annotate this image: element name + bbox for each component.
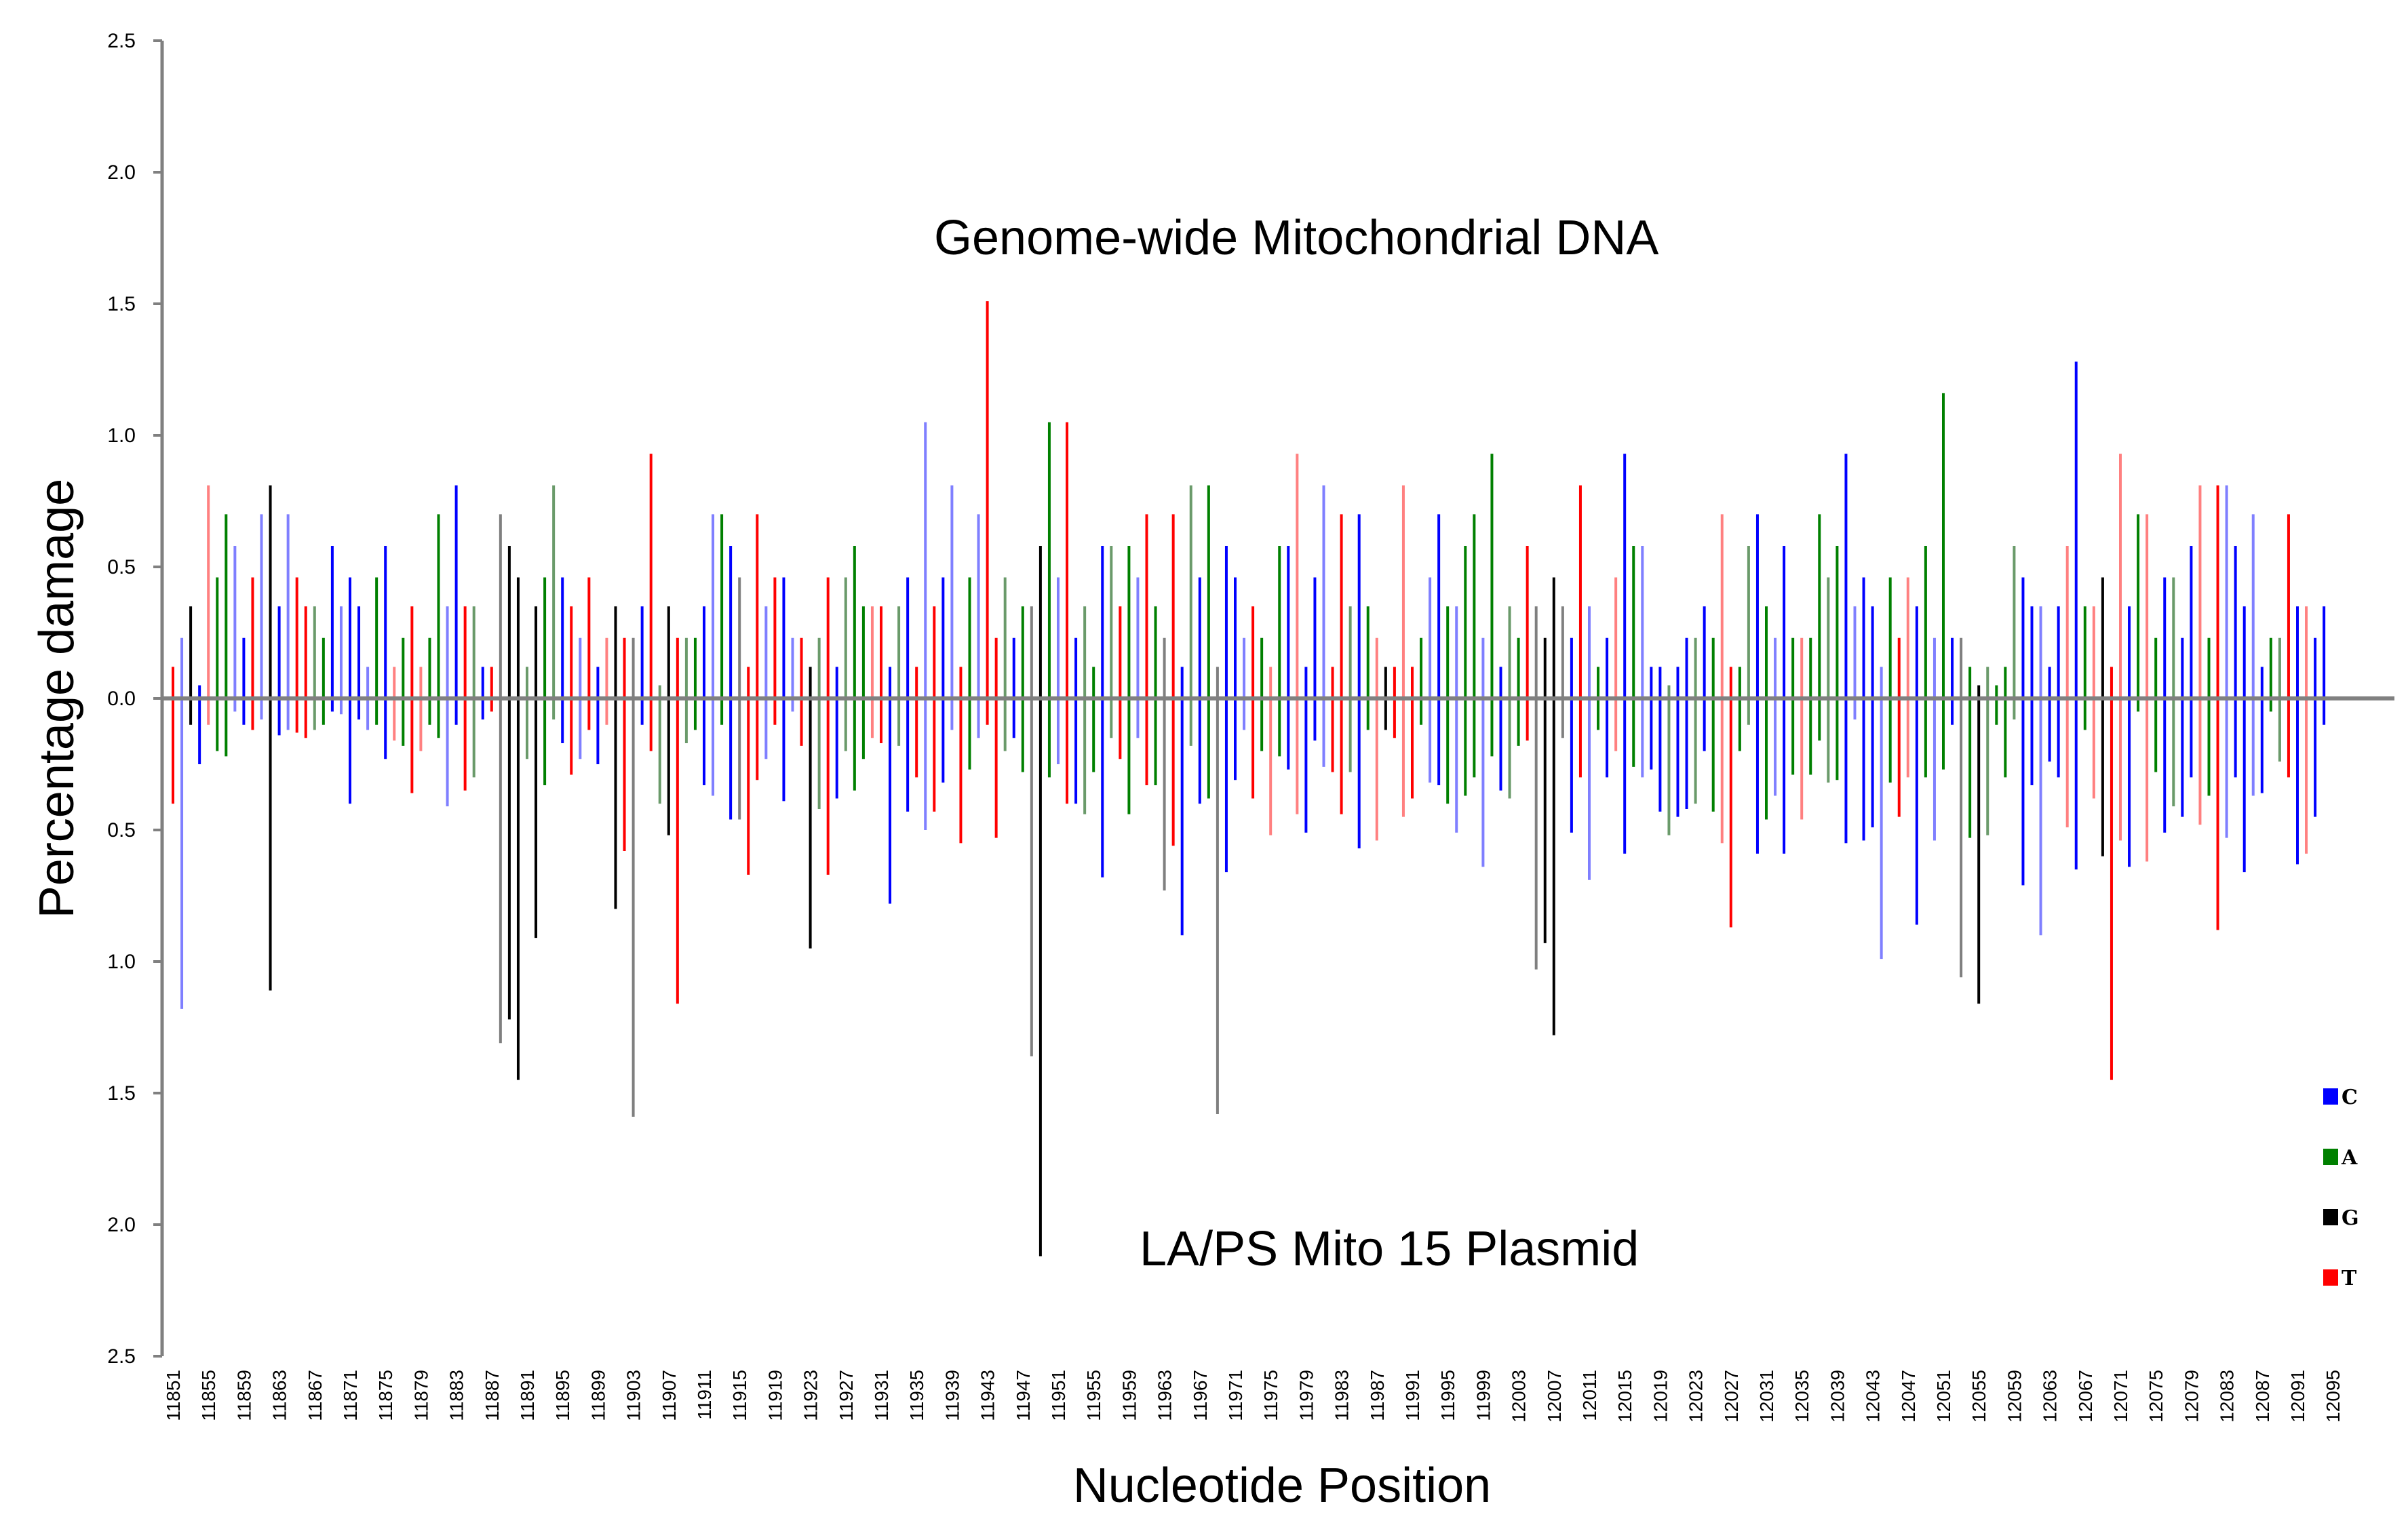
x-tick-label: 11995 [1437, 1370, 1458, 1421]
x-tick-label: 11987 [1367, 1370, 1388, 1421]
x-tick-label: 12075 [2145, 1370, 2167, 1423]
x-tick-label: 11887 [482, 1370, 503, 1421]
x-tick-label: 11859 [233, 1370, 254, 1421]
x-tick-label: 11867 [305, 1370, 326, 1421]
y-tick-label: 2.0 [107, 161, 136, 184]
x-tick-label: 12019 [1650, 1370, 1671, 1423]
x-tick-label: 11855 [198, 1370, 219, 1421]
x-tick-label: 11943 [977, 1370, 998, 1421]
x-tick-label: 11891 [517, 1370, 538, 1421]
legend-label-C: C [2342, 1086, 2358, 1109]
x-tick-label: 12055 [1968, 1370, 1989, 1423]
legend-swatch-T [2323, 1269, 2338, 1286]
x-axis-title: Nucleotide Position [1073, 1459, 1491, 1513]
y-tick-label: 1.5 [107, 1082, 136, 1105]
x-tick-label: 12059 [2004, 1370, 2025, 1423]
y-tick-label: 2.5 [107, 30, 136, 52]
x-tick-label: 11935 [906, 1370, 927, 1421]
x-tick-label: 11939 [941, 1370, 963, 1421]
x-tick-label: 11927 [836, 1370, 857, 1421]
y-tick-label: 0.5 [107, 819, 136, 842]
x-tick-label: 12095 [2323, 1370, 2344, 1423]
legend-swatch-G [2323, 1209, 2338, 1225]
y-tick-label: 0.5 [107, 556, 136, 578]
y-axis-title: Percentage damage [30, 479, 84, 918]
x-tick-label: 11903 [623, 1370, 644, 1421]
y-ticks-layer: 2.5 2.0 1.5 1.0 0.5 0.0 0.5 1.0 1.5 2.0 2.5 [107, 30, 162, 1368]
x-tick-label: 11883 [446, 1370, 467, 1421]
x-tick-label: 11999 [1473, 1370, 1494, 1421]
x-tick-label: 12083 [2217, 1370, 2238, 1423]
x-tick-label: 12023 [1686, 1370, 1707, 1423]
x-tick-label: 11967 [1190, 1370, 1211, 1421]
x-tick-label: 12035 [1791, 1370, 1812, 1423]
bars-layer [172, 301, 2326, 1257]
x-tick-label: 12031 [1756, 1370, 1777, 1423]
x-tick-label: 11963 [1154, 1370, 1176, 1421]
x-tick-label: 12079 [2181, 1370, 2202, 1423]
y-tick-label: 2.0 [107, 1214, 136, 1236]
x-tick-label: 11951 [1048, 1370, 1069, 1421]
y-tick-label: 1.0 [107, 424, 136, 447]
x-tick-label: 11979 [1296, 1370, 1317, 1421]
legend: C A G T [2323, 1086, 2359, 1290]
x-tick-label: 12007 [1544, 1370, 1565, 1423]
x-tick-label: 11923 [800, 1370, 821, 1421]
x-tick-label: 12063 [2040, 1370, 2061, 1423]
x-tick-label: 11895 [552, 1370, 573, 1421]
legend-swatch-C [2323, 1088, 2338, 1105]
legend-label-G: G [2342, 1206, 2359, 1230]
x-tick-label: 12043 [1863, 1370, 1884, 1423]
x-tick-label: 12051 [1933, 1370, 1954, 1423]
x-tick-label: 11983 [1332, 1370, 1353, 1421]
x-ticks-layer: 11851 11855 11859 11863 11867 11871 11875 11879… [163, 1370, 2344, 1423]
x-tick-label: 11931 [871, 1370, 892, 1421]
x-tick-label: 11947 [1013, 1370, 1034, 1421]
x-tick-label: 11911 [694, 1370, 715, 1420]
x-tick-label: 12011 [1579, 1370, 1600, 1421]
top-annotation: Genome-wide Mitochondrial DNA [934, 211, 1658, 265]
x-tick-label: 11955 [1083, 1370, 1104, 1421]
y-tick-label: 1.5 [107, 293, 136, 315]
x-tick-label: 12015 [1614, 1370, 1635, 1423]
x-tick-label: 12027 [1721, 1370, 1742, 1423]
y-tick-label: 2.5 [107, 1345, 136, 1368]
x-tick-label: 12071 [2110, 1370, 2131, 1423]
x-tick-label: 12039 [1827, 1370, 1848, 1423]
legend-label-T: T [2342, 1267, 2357, 1290]
x-tick-label: 11863 [269, 1370, 290, 1421]
x-tick-label: 11991 [1402, 1370, 1423, 1421]
y-tick-label: 1.0 [107, 951, 136, 973]
y-tick-label: 0.0 [107, 688, 136, 710]
x-tick-label: 11907 [659, 1370, 680, 1421]
legend-label-A: A [2341, 1146, 2358, 1170]
x-tick-label: 11879 [410, 1370, 431, 1421]
x-tick-label: 11919 [764, 1370, 785, 1421]
x-tick-label: 11975 [1260, 1370, 1281, 1421]
x-tick-label: 11871 [340, 1370, 361, 1421]
x-tick-label: 11851 [163, 1370, 184, 1421]
x-tick-label: 11915 [729, 1370, 750, 1421]
x-tick-label: 12087 [2252, 1370, 2273, 1423]
x-tick-label: 11971 [1225, 1370, 1246, 1421]
x-tick-label: 12067 [2075, 1370, 2096, 1423]
x-tick-label: 12091 [2287, 1370, 2308, 1423]
x-tick-label: 11899 [587, 1370, 608, 1421]
x-tick-label: 12047 [1898, 1370, 1919, 1423]
bottom-annotation: LA/PS Mito 15 Plasmid [1140, 1222, 1639, 1276]
legend-swatch-A [2323, 1149, 2338, 1165]
x-tick-label: 11959 [1119, 1370, 1140, 1421]
x-tick-label: 11875 [375, 1370, 396, 1421]
x-tick-label: 12003 [1509, 1370, 1530, 1423]
